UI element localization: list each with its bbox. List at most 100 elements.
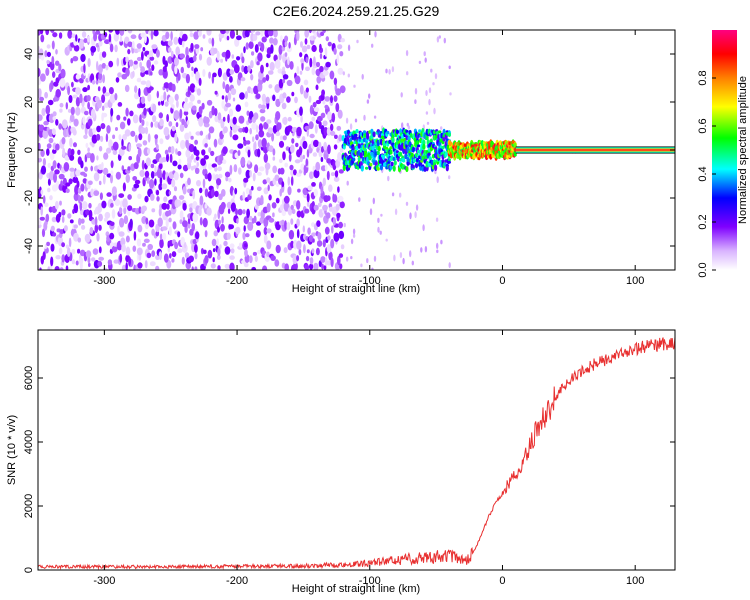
spectrogram-cell: [170, 31, 173, 41]
spectrogram-cell: [168, 217, 172, 223]
spectrogram-cell: [73, 44, 80, 52]
spectrogram-cell: [313, 204, 319, 211]
spectrogram-cell: [253, 112, 259, 120]
spectrogram-cell: [189, 30, 193, 33]
spectrogram-cell: [278, 140, 285, 148]
spectrogram-cell: [90, 73, 95, 82]
spectrogram-cell: [304, 208, 310, 214]
spectrogram-cell: [448, 141, 453, 147]
spectrogram-cell: [150, 71, 153, 76]
spectrogram-cell: [101, 51, 107, 58]
spectrogram-cell: [137, 224, 143, 233]
spectrogram-cell: [177, 151, 182, 156]
spectrogram-cell: [65, 188, 70, 194]
spectrogram-cell: [405, 201, 409, 206]
spectrogram-cell: [265, 74, 270, 82]
spectrogram-cell: [435, 217, 439, 222]
spectrogram-cell: [70, 106, 75, 116]
x-tick-label: 100: [626, 275, 644, 287]
spectrogram-cell: [75, 87, 81, 95]
spectrogram-cell: [187, 177, 191, 186]
spectrogram-cell: [61, 209, 66, 216]
spectrogram-cell: [163, 82, 170, 89]
spectrogram-cell: [262, 179, 268, 185]
spectrogram-cell: [164, 149, 169, 155]
spectrogram-cell: [251, 266, 257, 270]
spectrogram-cell: [268, 84, 273, 89]
spectrogram-cell: [250, 88, 254, 94]
spectrogram-cell: [55, 88, 61, 98]
spectrogram-cell: [99, 192, 103, 200]
spectrogram-cell: [241, 65, 245, 73]
spectrogram-cell: [40, 189, 44, 195]
spectrogram-cell: [308, 121, 314, 130]
spectrogram-cell: [347, 44, 351, 52]
spectrogram-cell: [377, 217, 380, 223]
spectrogram-cell: [255, 23, 261, 27]
spectrogram-cell: [46, 60, 50, 65]
spectrogram-cell: [192, 212, 199, 223]
spectrogram-cell: [258, 129, 265, 138]
spectrogram-cell: [125, 67, 130, 77]
spectrogram-cell: [290, 240, 295, 249]
spectrogram-cell: [48, 170, 55, 181]
spectrogram-cell: [402, 257, 405, 265]
spectrogram-cell: [338, 221, 343, 229]
spectrogram-cell: [158, 69, 164, 76]
spectrogram-cell: [414, 99, 417, 104]
spectrogram-cell: [448, 262, 451, 269]
spectrogram-cell: [217, 112, 222, 121]
spectrogram-cell: [187, 85, 191, 96]
spectrogram-cell: [51, 56, 55, 65]
spectrogram-cell: [333, 95, 338, 102]
spectrogram-cell: [179, 123, 185, 132]
spectrogram-cell: [350, 256, 353, 260]
spectrogram-cell: [182, 186, 187, 195]
spectrogram-cell: [78, 195, 81, 204]
spectrogram-cell: [380, 213, 383, 217]
spectrogram-cell: [47, 187, 51, 193]
spectrogram-cell: [179, 24, 182, 30]
spectrogram-cell: [52, 111, 57, 117]
spectrogram-cell: [67, 85, 71, 96]
spectrogram-cell: [109, 43, 114, 53]
spectrogram-cell: [266, 177, 271, 183]
spectrogram-cell: [91, 79, 96, 85]
spectrogram-cell: [255, 134, 259, 141]
spectrogram-cell: [385, 68, 388, 74]
spectrogram-cell: [89, 267, 96, 270]
spectrogram-cell: [266, 202, 271, 213]
spectrogram-cell: [312, 101, 317, 108]
spectrogram-cell: [198, 106, 203, 115]
spectrogram-cell: [309, 263, 314, 270]
spectrogram-cell: [291, 138, 295, 144]
spectrogram-cell: [283, 247, 288, 254]
spectrogram-cell: [309, 257, 314, 265]
spectrogram-cell: [272, 165, 278, 174]
spectrogram-cell: [331, 225, 334, 234]
spectrogram-cell: [59, 102, 64, 108]
x-tick-label: -200: [226, 275, 248, 287]
spectrogram-cell: [168, 121, 173, 127]
spectrogram-cell: [194, 44, 200, 49]
spectrogram-cell: [251, 51, 255, 56]
spectrogram-cell: [40, 206, 43, 216]
spectrogram-cell: [185, 116, 188, 122]
spectrogram-cell: [291, 91, 295, 97]
spectrogram-cell: [141, 159, 145, 170]
spectrogram-cell: [337, 67, 344, 75]
spectrogram-cell: [290, 218, 294, 225]
spectrogram-cell: [87, 118, 93, 127]
spectrogram-cell: [229, 76, 233, 83]
spectrogram-cell: [159, 238, 164, 249]
spectrogram-cell: [308, 30, 312, 34]
spectrogram-cell: [172, 25, 177, 30]
spectrogram-cell: [210, 188, 215, 198]
spectrogram-cell: [182, 220, 188, 228]
spectrogram-cell: [327, 144, 331, 155]
spectrogram-cell: [101, 62, 107, 69]
spectrogram-cell: [182, 202, 187, 211]
spectrogram-cell: [298, 145, 303, 155]
spectrogram-cell: [242, 191, 246, 201]
spectrogram-cell: [257, 171, 262, 176]
